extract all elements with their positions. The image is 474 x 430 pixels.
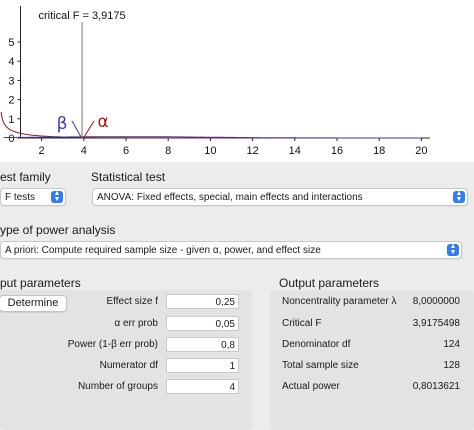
statistical-test-value: ANOVA: Fixed effects, special, main effe… bbox=[97, 192, 363, 203]
distribution-curves bbox=[0, 111, 422, 139]
power-analysis-label: ype of power analysis bbox=[0, 223, 116, 237]
x-tick-label: 4 bbox=[81, 145, 87, 157]
total-sample-size-label: Total sample size bbox=[282, 360, 359, 371]
denominator-df-value: 124 bbox=[443, 339, 460, 350]
numerator-df-label: Numerator df bbox=[99, 360, 158, 371]
y-tick-label: 4 bbox=[8, 56, 14, 68]
output-parameters-title: Output parameters bbox=[279, 276, 380, 290]
critical-f-value: 3,9175498 bbox=[412, 318, 460, 329]
test-family-value: F tests bbox=[5, 192, 36, 203]
y-tick-label: 3 bbox=[8, 75, 14, 87]
select-stepper-icon: ▲ ▼ bbox=[453, 190, 465, 203]
determine-button[interactable]: Determine bbox=[0, 295, 67, 312]
noncentrality-label: Noncentrality parameter λ bbox=[282, 296, 397, 307]
alpha-input[interactable]: 0,05 bbox=[166, 316, 239, 331]
total-sample-size-value: 128 bbox=[443, 360, 460, 371]
x-tick-label: 12 bbox=[246, 145, 258, 157]
critical-f-label: critical F = 3,9175 bbox=[38, 10, 125, 22]
noncentrality-value: 8,0000000 bbox=[412, 296, 460, 307]
y-tick-label: 0 bbox=[8, 133, 14, 145]
statistical-test-label: Statistical test bbox=[91, 170, 166, 184]
power-label: Power (1-β err prob) bbox=[67, 339, 158, 350]
numerator-df-input[interactable]: 1 bbox=[166, 358, 239, 373]
power-input[interactable]: 0,8 bbox=[166, 337, 239, 352]
x-tick-label: 6 bbox=[123, 145, 129, 157]
actual-power-value: 0,8013621 bbox=[412, 381, 460, 392]
beta-pointer bbox=[71, 120, 82, 138]
test-family-label: est family bbox=[0, 170, 51, 184]
critical-f-label: Critical F bbox=[282, 318, 322, 329]
effect-size-label: Effect size f bbox=[106, 296, 158, 307]
critical-f-marker: critical F = 3,9175 β α bbox=[38, 10, 126, 138]
number-of-groups-input[interactable]: 4 bbox=[166, 379, 239, 394]
x-tick-label: 14 bbox=[289, 145, 301, 157]
select-stepper-icon: ▲ ▼ bbox=[447, 243, 459, 256]
alpha-pointer bbox=[83, 120, 95, 138]
statistical-test-select[interactable]: ANOVA: Fixed effects, special, main effe… bbox=[92, 188, 468, 206]
x-tick-label: 20 bbox=[415, 145, 427, 157]
x-axis: 2 4 6 8 10 12 14 16 18 20 bbox=[20, 137, 430, 157]
noncentral-f-curve bbox=[3, 136, 422, 139]
effect-size-input[interactable]: 0,25 bbox=[166, 294, 239, 309]
select-stepper-icon: ▲ ▼ bbox=[51, 190, 63, 203]
power-analysis-select[interactable]: A priori: Compute required sample size -… bbox=[0, 241, 462, 259]
x-tick-label: 8 bbox=[165, 145, 171, 157]
y-tick-label: 1 bbox=[8, 114, 14, 126]
x-tick-label: 18 bbox=[373, 145, 385, 157]
output-parameters-panel: Noncentrality parameter λ 8,0000000 Crit… bbox=[270, 290, 474, 430]
alpha-label: α err prob bbox=[114, 318, 158, 329]
x-tick-label: 2 bbox=[39, 145, 45, 157]
power-analysis-value: A priori: Compute required sample size -… bbox=[5, 245, 321, 256]
x-tick-label: 16 bbox=[331, 145, 343, 157]
denominator-df-label: Denominator df bbox=[282, 339, 351, 350]
alpha-symbol: α bbox=[97, 112, 108, 132]
input-parameters-panel: Determine Effect size f 0,25 α err prob … bbox=[0, 290, 252, 430]
number-of-groups-label: Number of groups bbox=[77, 381, 158, 392]
y-axis: 5 4 3 2 1 0 bbox=[8, 6, 21, 145]
x-tick-label: 10 bbox=[204, 145, 216, 157]
y-tick-label: 2 bbox=[8, 95, 14, 107]
input-parameters-title: put parameters bbox=[0, 276, 81, 290]
y-tick-label: 5 bbox=[8, 37, 14, 49]
actual-power-label: Actual power bbox=[282, 381, 340, 392]
test-family-select[interactable]: F tests ▲ ▼ bbox=[0, 188, 66, 206]
beta-symbol: β bbox=[57, 114, 68, 134]
